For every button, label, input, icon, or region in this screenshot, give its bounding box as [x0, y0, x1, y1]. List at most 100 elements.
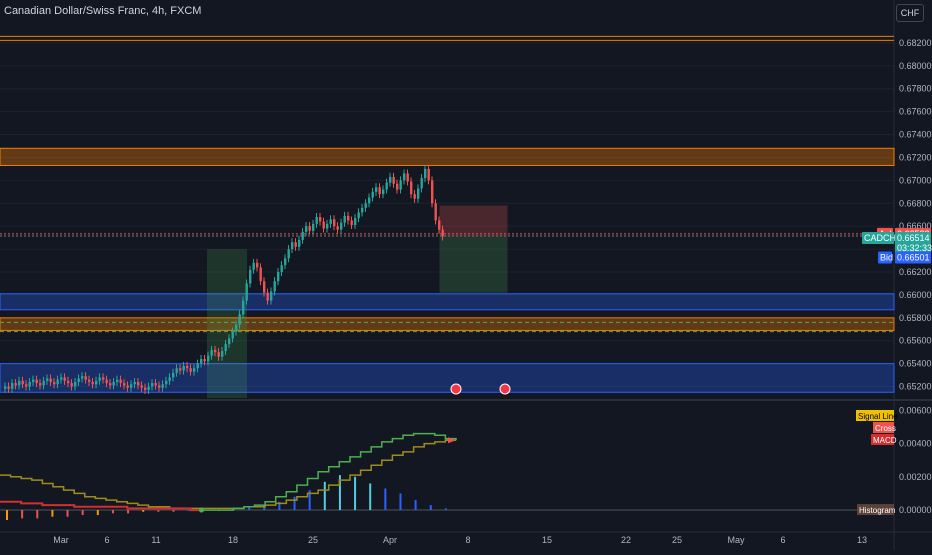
macd-label-bg [871, 434, 894, 445]
candle-body [109, 383, 112, 386]
candle-body [221, 351, 224, 357]
candle-body [326, 223, 329, 229]
candle-body [200, 359, 203, 364]
histogram-bar [66, 510, 69, 517]
symbol-label: CADCHF [864, 233, 902, 243]
candle-body [371, 191, 374, 198]
candle-body [375, 187, 378, 192]
histogram-bar [354, 476, 357, 511]
candle-body [172, 372, 175, 378]
candle-body [396, 183, 399, 190]
short-position-target-box [439, 236, 508, 293]
candle-body [39, 383, 42, 386]
x-tick-label: 18 [228, 535, 238, 545]
histogram-bar [369, 483, 372, 511]
histogram-bar [278, 501, 281, 511]
x-tick-label: 13 [857, 535, 867, 545]
candle-body [175, 368, 178, 373]
x-tick-label: Mar [53, 535, 69, 545]
signal-line-label-bg [856, 410, 894, 421]
macd-label: MACD [873, 436, 897, 445]
bid-value-bg [895, 251, 931, 264]
candle-body [441, 229, 444, 237]
candle-body [203, 359, 206, 362]
candle-body [350, 220, 353, 226]
histogram-bar [81, 510, 84, 516]
candle-body [357, 212, 360, 219]
candle-body [434, 203, 437, 221]
candle-body [378, 187, 381, 195]
candle-body [154, 383, 157, 386]
macd-arrow-icon [448, 437, 456, 444]
candle-body [273, 281, 276, 292]
x-tick-label: 22 [621, 535, 631, 545]
histogram-bar [51, 510, 54, 517]
candle-body [385, 182, 388, 190]
y-tick-label: 0.66000 [899, 290, 932, 300]
last-price-bg [895, 232, 931, 255]
candle-body [403, 173, 406, 181]
candle-body [438, 220, 441, 230]
candle-body [88, 379, 91, 382]
candle-body [11, 383, 14, 389]
candle-body [270, 291, 273, 301]
candle-body [207, 355, 210, 362]
candle-body [182, 365, 185, 371]
candle-body [84, 376, 87, 380]
candle-body [42, 380, 45, 386]
candle-body [354, 218, 357, 226]
candle-body [210, 349, 213, 356]
symbol-label-bg [862, 232, 894, 245]
macd-y-tick-label: 0.00000 [899, 505, 932, 515]
candle-body [340, 222, 343, 230]
x-tick-label: 11 [151, 535, 160, 545]
candle-body [63, 377, 66, 381]
currency-button[interactable]: CHF [896, 4, 924, 22]
histogram-bar [293, 496, 296, 511]
candle-body [231, 331, 234, 339]
y-tick-label: 0.67200 [899, 152, 932, 162]
cross-marker [198, 507, 204, 513]
x-tick-label: May [727, 535, 745, 545]
candle-body [427, 168, 430, 181]
candle-body [189, 368, 192, 372]
candle-body [53, 381, 56, 385]
candle-body [336, 226, 339, 230]
candle-body [291, 242, 294, 250]
candle-body [4, 386, 7, 389]
y-tick-label: 0.65600 [899, 336, 932, 346]
candle-body [420, 178, 423, 189]
signal-line-label: Signal Line [858, 412, 898, 421]
candle-body [151, 383, 154, 387]
histogram-bar [172, 510, 175, 512]
y-tick-label: 0.65200 [899, 382, 932, 392]
candle-body [329, 219, 332, 224]
y-tick-label: 0.67400 [899, 130, 932, 140]
candle-body [343, 215, 346, 223]
candle-body [46, 378, 49, 381]
histogram-bar [127, 510, 130, 514]
histogram-bar [263, 505, 266, 511]
x-tick-label: 15 [542, 535, 552, 545]
histogram-bar [248, 506, 251, 511]
candle-body [424, 168, 427, 179]
candle-body [413, 194, 416, 199]
candle-body [179, 368, 182, 371]
y-tick-label: 0.65400 [899, 359, 932, 369]
cross-label: Cross [875, 424, 896, 433]
candle-body [228, 338, 231, 345]
candle-body [70, 383, 73, 387]
event-marker-icon [450, 383, 462, 395]
y-tick-label: 0.67800 [899, 84, 932, 94]
candle-body [28, 381, 31, 387]
candle-body [245, 283, 248, 301]
histogram-bar [157, 510, 160, 512]
countdown-value: 03:32:33 [897, 243, 932, 253]
candle-body [305, 226, 308, 232]
candle-body [112, 381, 115, 386]
candle-body [322, 221, 325, 229]
long-position-box [207, 249, 247, 398]
candle-body [259, 267, 262, 282]
